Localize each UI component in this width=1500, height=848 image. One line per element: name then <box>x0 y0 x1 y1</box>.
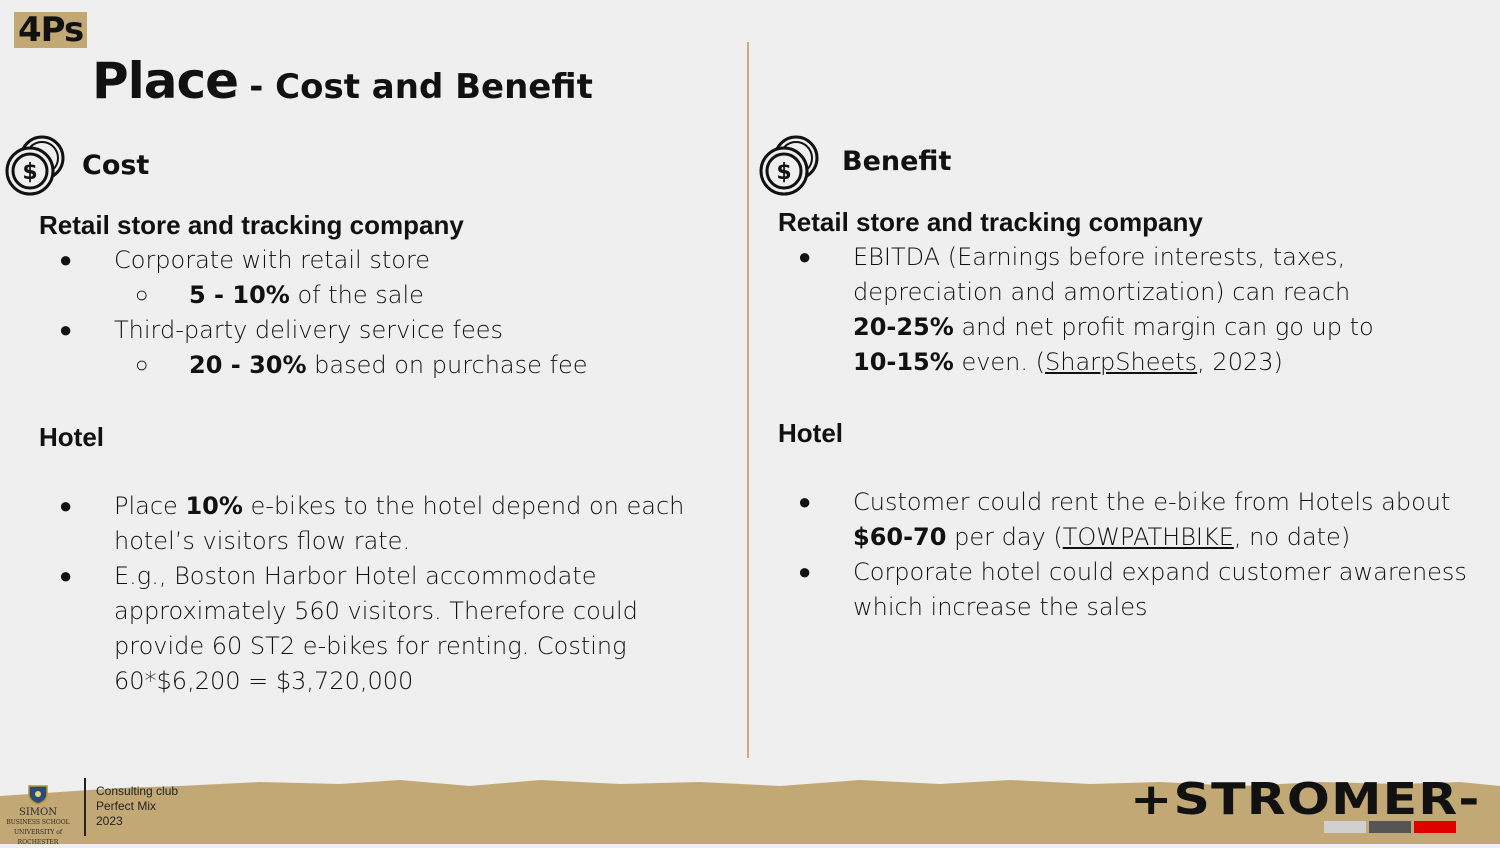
benefit-hotel-list: ● Customer could rent the e-bike from Hot… <box>778 485 1478 625</box>
list-item: ● E.g., Boston Harbor Hotel accommodate a… <box>39 559 699 699</box>
coins-icon: $ <box>5 135 65 196</box>
list-item: ● Place 10% e-bikes to the hotel depend o… <box>39 489 699 559</box>
hollow-bullet-icon: ○ <box>135 353 149 378</box>
cost-hotel-title: Hotel <box>39 422 104 452</box>
title-sub: - Cost and Benefit <box>249 67 593 107</box>
item-text: of the sale <box>289 281 424 309</box>
bullet-icon: ● <box>59 494 73 519</box>
list-item: ● Third-party delivery service fees <box>39 313 719 348</box>
item-text: Third-party delivery service fees <box>114 316 504 344</box>
cost-hotel-list: ● Place 10% e-bikes to the hotel depend o… <box>39 489 699 699</box>
school-line2: BUSINESS SCHOOL <box>6 819 70 826</box>
svg-text:$: $ <box>22 160 37 185</box>
highlight-value: 10-15% <box>853 348 954 376</box>
list-item: ● Customer could rent the e-bike from Hot… <box>778 485 1478 555</box>
section-tag: 4Ps <box>14 12 88 48</box>
column-divider <box>747 42 749 758</box>
hollow-bullet-icon: ○ <box>135 283 149 308</box>
school-line3: UNIVERSITY of ROCHESTER <box>13 829 63 846</box>
coins-icon: $ <box>759 135 819 196</box>
school-logo: SIMON BUSINESS SCHOOL UNIVERSITY of ROCH… <box>2 785 74 848</box>
cost-retail-title: Retail store and tracking company <box>39 210 464 240</box>
svg-text:$: $ <box>776 160 791 185</box>
item-text: Corporate hotel could expand customer aw… <box>853 558 1467 621</box>
item-text: , no date) <box>1233 523 1351 551</box>
benefit-column: $ Benefit Retail store and tracking comp… <box>740 0 1480 760</box>
highlight-value: $60-70 <box>853 523 947 551</box>
club-name: Consulting club <box>96 784 179 798</box>
benefit-retail-list: ● EBITDA (Earnings before interests, taxe… <box>778 240 1398 380</box>
swatch-light <box>1324 821 1366 833</box>
citation-link[interactable]: SharpSheets <box>1045 348 1198 376</box>
highlight-value: 5 - 10% <box>189 281 290 309</box>
cost-header: $ Cost <box>4 134 149 196</box>
item-text: even. ( <box>953 348 1046 376</box>
footer-credits: Consulting club Perfect Mix 2023 <box>96 784 178 829</box>
item-text: Place <box>114 492 186 520</box>
highlight-value: 20-25% <box>853 313 954 341</box>
item-text: EBITDA (Earnings before interests, taxes… <box>853 243 1351 306</box>
brand-swatches <box>1324 821 1456 833</box>
benefit-hotel-title: Hotel <box>778 418 843 448</box>
swatch-red <box>1414 821 1456 833</box>
cost-column: $ Cost Retail store and tracking company… <box>0 0 740 760</box>
item-text: based on purchase fee <box>306 351 588 379</box>
torn-paper-footer <box>0 780 1500 844</box>
list-item: ○ 5 - 10% of the sale <box>39 278 719 313</box>
page-title: Place - Cost and Benefit <box>92 52 593 110</box>
team-name: Perfect Mix <box>96 799 157 813</box>
school-name: SIMON <box>19 807 57 818</box>
item-text: e-bikes to the hotel depend on each hote… <box>114 492 685 555</box>
list-item: ● Corporate with retail store <box>39 243 719 278</box>
stromer-logo: +STROMER- <box>1130 774 1481 825</box>
item-text: and net profit margin can go up to <box>953 313 1374 341</box>
footer-divider <box>84 778 86 836</box>
item-text: per day ( <box>946 523 1063 551</box>
list-item: ● EBITDA (Earnings before interests, taxe… <box>778 240 1398 380</box>
benefit-label: Benefit <box>842 145 952 177</box>
bullet-icon: ● <box>798 245 812 270</box>
highlight-value: 10% <box>185 492 243 520</box>
highlight-value: 20 - 30% <box>189 351 307 379</box>
shield-icon <box>28 785 48 805</box>
bullet-icon: ● <box>798 560 812 585</box>
cost-retail-list: ● Corporate with retail store ○ 5 - 10% of … <box>39 243 719 383</box>
item-text: , 2023) <box>1197 348 1283 376</box>
item-text: Corporate with retail store <box>114 246 431 274</box>
title-main: Place <box>92 52 239 110</box>
bullet-icon: ● <box>59 318 73 343</box>
list-item: ○ 20 - 30% based on purchase fee <box>39 348 719 383</box>
bullet-icon: ● <box>798 490 812 515</box>
citation-link[interactable]: TOWPATHBIKE <box>1062 523 1234 551</box>
cost-label: Cost <box>82 149 150 181</box>
item-text: Customer could rent the e-bike from Hote… <box>853 488 1451 516</box>
benefit-retail-title: Retail store and tracking company <box>778 207 1203 237</box>
bullet-icon: ● <box>59 564 73 589</box>
list-item: ● Corporate hotel could expand customer a… <box>778 555 1478 625</box>
benefit-header: $ Benefit <box>758 134 951 196</box>
footer-year: 2023 <box>96 814 123 828</box>
swatch-dark <box>1369 821 1411 833</box>
item-text: E.g., Boston Harbor Hotel accommodate ap… <box>114 562 638 695</box>
bullet-icon: ● <box>59 248 73 273</box>
